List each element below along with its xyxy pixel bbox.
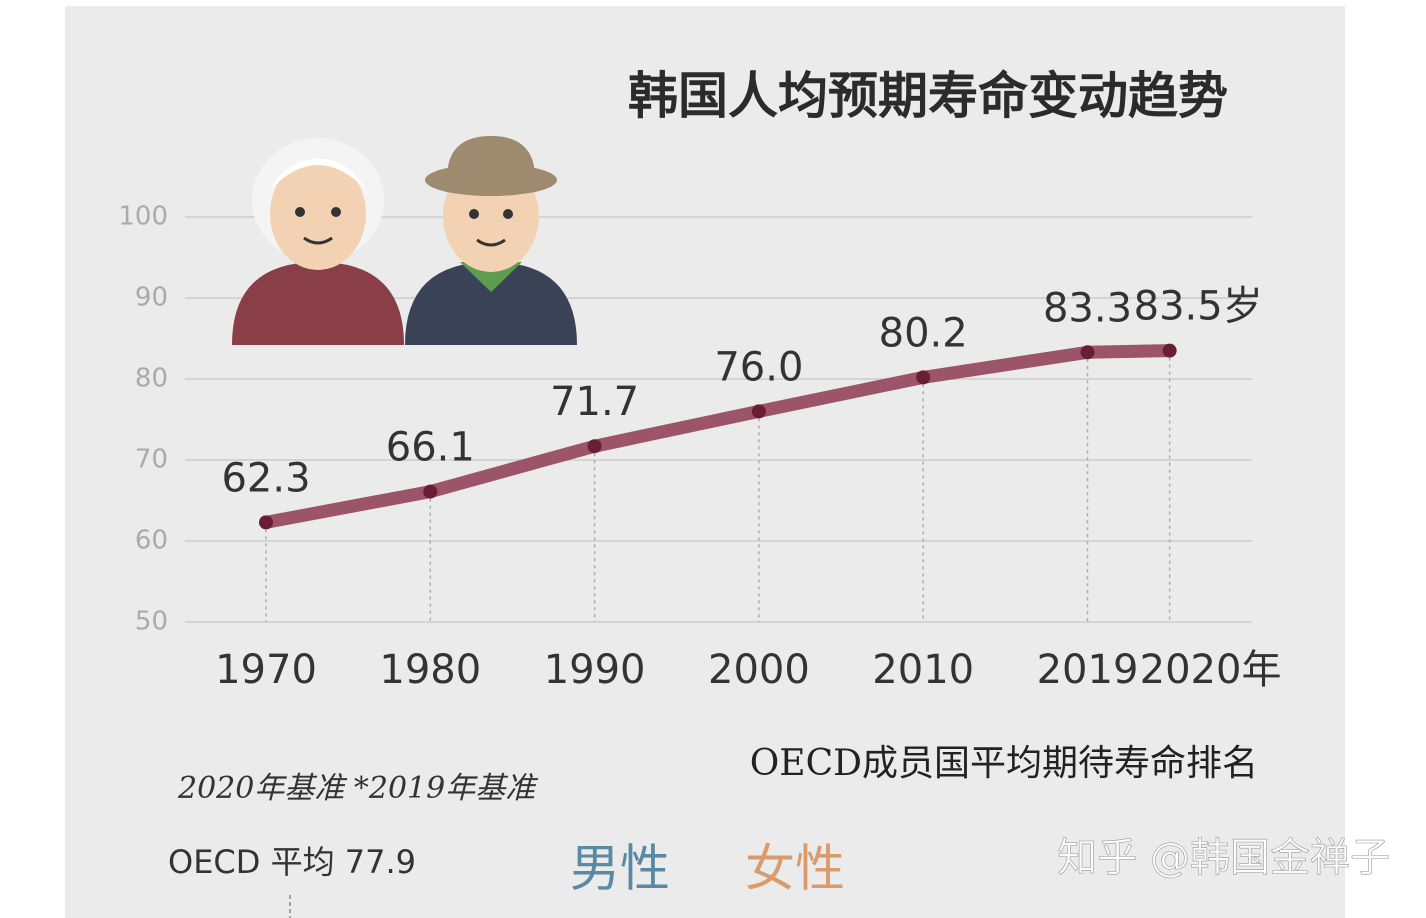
male-label: 男性 xyxy=(570,840,670,898)
point xyxy=(1080,345,1095,360)
point xyxy=(1162,343,1177,358)
x-tick-label: 1990 xyxy=(544,647,646,693)
value-label: 83.5岁 xyxy=(1134,284,1263,330)
note: 2020年基准 *2019年基准 xyxy=(177,771,538,806)
value-label: 80.2 xyxy=(879,310,968,356)
value-label: 66.1 xyxy=(386,425,475,471)
x-tick-label: 2000 xyxy=(708,647,810,693)
point xyxy=(587,439,602,454)
y-tick-label: 50 xyxy=(135,607,168,637)
x-tick-label: 1980 xyxy=(379,647,481,693)
y-tick-label: 80 xyxy=(135,364,168,394)
oecd-average: OECD 平均 77.9 xyxy=(168,843,416,881)
y-tick-label: 70 xyxy=(135,445,168,475)
value-label: 62.3 xyxy=(221,455,310,501)
female-label: 女性 xyxy=(745,840,845,898)
x-tick-label: 2019 xyxy=(1037,647,1139,693)
illustration xyxy=(232,136,577,345)
chart-title: 韩国人均预期寿命变动趋势 xyxy=(628,66,1228,125)
point xyxy=(259,515,273,530)
y-tick-label: 90 xyxy=(135,283,168,313)
point xyxy=(751,404,766,419)
watermark: 知乎 @韩国金禅子 xyxy=(1057,835,1390,881)
x-tick-label: 2010 xyxy=(872,647,974,693)
value-label: 83.3 xyxy=(1043,285,1132,331)
value-label: 76.0 xyxy=(714,344,803,390)
x-tick-label: 1970 xyxy=(215,647,317,693)
y-tick-label: 100 xyxy=(118,202,168,232)
value-label: 71.7 xyxy=(550,379,639,425)
y-tick-label: 60 xyxy=(135,526,168,556)
point xyxy=(423,484,438,499)
point xyxy=(916,370,931,385)
ranking-title: OECD成员国平均期待寿命排名 xyxy=(750,743,1258,784)
x-tick-label: 2020年 xyxy=(1140,647,1282,693)
